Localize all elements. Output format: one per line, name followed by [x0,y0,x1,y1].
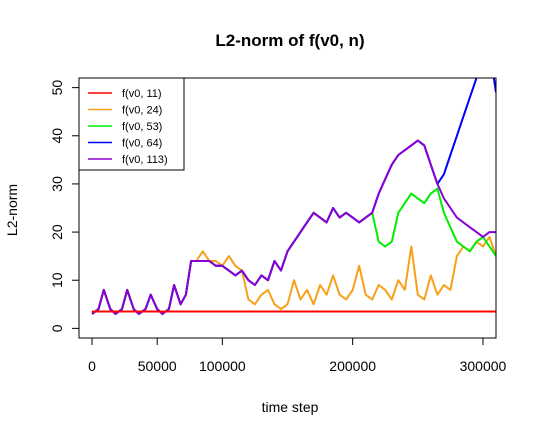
series-line-1 [91,235,496,315]
x-tick-label: 200000 [329,358,376,374]
y-axis-label: L2-norm [4,184,20,236]
legend-label: f(v0, 53) [122,121,162,133]
legend: f(v0, 11) f(v0, 24) f(v0, 53) f(v0, 64) f(v0… [78,77,185,171]
series-layer [91,78,496,315]
series-line-4 [91,139,496,315]
legend-label: f(v0, 11) [122,88,162,100]
y-tick-label: 40 [49,128,65,144]
x-axis: 0 50000 100000 200000 300000 [88,337,507,374]
y-tick-label: 10 [49,272,65,288]
y-tick-label: 50 [49,80,65,96]
y-tick-label: 20 [49,224,65,240]
chart-title: L2-norm of f(v0, n) [215,31,364,50]
plot-frame [78,77,497,339]
x-tick-label: 300000 [460,358,507,374]
legend-label: f(v0, 64) [122,138,162,150]
legend-label: f(v0, 24) [122,105,162,117]
legend-label: f(v0, 113) [122,154,168,166]
y-tick-label: 0 [49,324,65,332]
y-axis: 0 10 20 30 40 50 [49,80,80,332]
y-tick-label: 30 [49,176,65,192]
x-tick-label: 50000 [138,358,177,374]
x-tick-label: 0 [88,358,96,374]
series-line-2 [91,187,496,315]
x-tick-label: 100000 [199,358,246,374]
x-axis-label: time step [262,399,319,415]
